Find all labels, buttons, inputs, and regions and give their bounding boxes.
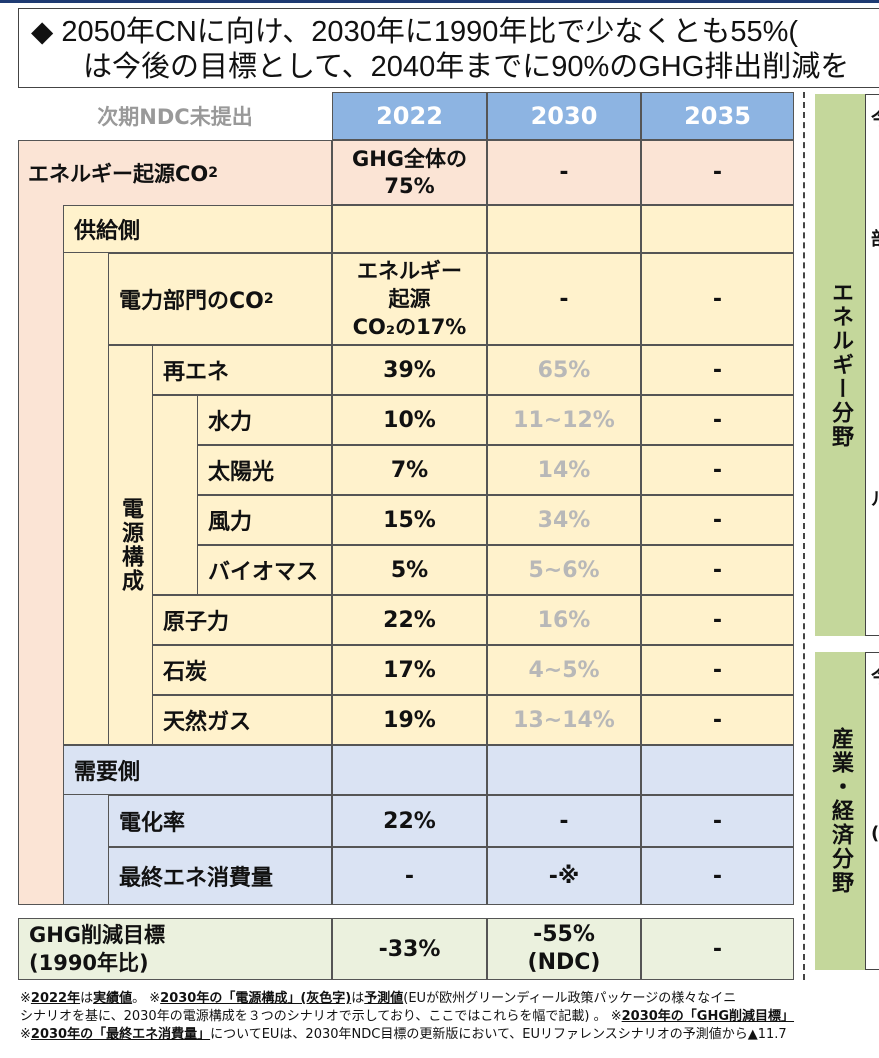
value-electrification-2035: - xyxy=(641,795,794,847)
energy-sector-label: エネルギー分野 xyxy=(815,94,865,636)
row-label-ghg-target: GHG削減目標 (1990年比) xyxy=(18,918,332,980)
value-solar-2022: 7% xyxy=(332,445,487,495)
power-mix-label: 電源構成 xyxy=(118,497,143,593)
row-label-power-co2: 電力部門のCO 2 xyxy=(108,253,332,345)
industry-sector-panel: 今 ( xyxy=(865,652,879,970)
value-demand-2035 xyxy=(641,745,794,795)
value-power-co2-2035: - xyxy=(641,253,794,345)
row-label-hydro: 水力 xyxy=(197,395,332,445)
energy-panel-text-2: 部 xyxy=(871,225,879,251)
row-label-solar: 太陽光 xyxy=(197,445,332,495)
value-electrification-2022: 22% xyxy=(332,795,487,847)
value-natural-gas-2035: - xyxy=(641,695,794,745)
value-biomass-2035: - xyxy=(641,545,794,595)
value-energy-co2-2035: - xyxy=(641,140,794,205)
row-label-renewables: 再エネ xyxy=(152,345,332,395)
value-biomass-2030: 5~6% xyxy=(487,545,641,595)
footnote-2: シナリオを基に、2030年の電源構成を３つのシナリオで示しており、ここではこれら… xyxy=(20,1009,795,1024)
value-energy-co2-2030: - xyxy=(487,140,641,205)
dashed-separator xyxy=(803,92,805,980)
value-coal-2035: - xyxy=(641,645,794,695)
value-nuclear-2030: 16% xyxy=(487,595,641,645)
value-coal-2030: 4~5% xyxy=(487,645,641,695)
value-final-energy-2035: - xyxy=(641,847,794,905)
value-final-energy-2022: - xyxy=(332,847,487,905)
footnote-1: ※2022年は実績値。 ※2030年の「電源構成」(灰色字)は予測値(EUが欧州… xyxy=(20,991,737,1006)
value-biomass-2022: 5% xyxy=(332,545,487,595)
value-hydro-2035: - xyxy=(641,395,794,445)
value-wind-2022: 15% xyxy=(332,495,487,545)
energy-panel-text-1: 今 xyxy=(871,105,879,131)
row-label-electrification: 電化率 xyxy=(108,795,332,847)
value-demand-2022 xyxy=(332,745,487,795)
value-wind-2030: 34% xyxy=(487,495,641,545)
value-power-co2-2022: エネルギー 起源 CO₂の17% xyxy=(332,253,487,345)
industry-panel-text-1: 今 xyxy=(871,663,879,689)
value-ghg-target-2022: -33% xyxy=(332,918,487,980)
value-electrification-2030: - xyxy=(487,795,641,847)
energy-panel-text-3: ル xyxy=(871,485,879,511)
top-rule xyxy=(0,0,879,3)
value-natural-gas-2030: 13~14% xyxy=(487,695,641,745)
row-label-biomass: バイオマス xyxy=(197,545,332,595)
value-hydro-2022: 10% xyxy=(332,395,487,445)
value-energy-co2-2022: GHG全体の 75% xyxy=(332,140,487,205)
row-label-supply-side: 供給側 xyxy=(63,205,332,253)
value-supply-2030 xyxy=(487,205,641,253)
industry-panel-text-2: ( xyxy=(871,823,879,844)
value-nuclear-2022: 22% xyxy=(332,595,487,645)
year-header-2035: 2035 xyxy=(641,92,794,140)
year-header-2030: 2030 xyxy=(487,92,641,140)
value-supply-2035 xyxy=(641,205,794,253)
value-hydro-2030: 11~12% xyxy=(487,395,641,445)
energy-sector-panel: 今 部 ル xyxy=(865,94,879,636)
value-wind-2035: - xyxy=(641,495,794,545)
value-final-energy-2030: -※ xyxy=(487,847,641,905)
value-solar-2035: - xyxy=(641,445,794,495)
value-nuclear-2035: - xyxy=(641,595,794,645)
row-label-demand-side: 需要側 xyxy=(63,745,332,795)
row-label-final-energy: 最終エネ消費量 xyxy=(108,847,332,905)
value-coal-2022: 17% xyxy=(332,645,487,695)
row-label-wind: 風力 xyxy=(197,495,332,545)
year-header-2022: 2022 xyxy=(332,92,487,140)
value-natural-gas-2022: 19% xyxy=(332,695,487,745)
value-ghg-target-2030: -55% (NDC) xyxy=(487,918,641,980)
value-renewables-2022: 39% xyxy=(332,345,487,395)
value-power-co2-2030: - xyxy=(487,253,641,345)
value-renewables-2035: - xyxy=(641,345,794,395)
headline-line-1: ◆ 2050年CNに向け、2030年に1990年比で少なくとも55%( xyxy=(31,16,799,48)
value-ghg-target-2035: - xyxy=(641,918,794,980)
row-label-coal: 石炭 xyxy=(152,645,332,695)
row-label-natural-gas: 天然ガス xyxy=(152,695,332,745)
row-label-energy-co2: エネルギー起源CO 2 xyxy=(28,161,219,186)
row-label-nuclear: 原子力 xyxy=(152,595,332,645)
headline-line-2: は今後の目標として、2040年までに90%のGHG排出削減を xyxy=(83,51,850,83)
corner-label: 次期NDC未提出 xyxy=(97,105,253,129)
footnote-3: ※2030年の「最終エネ消費量」についてEUは、2030年NDC目標の更新版にお… xyxy=(20,1027,787,1042)
industry-sector-label: 産業・経済分野 xyxy=(815,652,865,970)
value-renewables-2030: 65% xyxy=(487,345,641,395)
value-solar-2030: 14% xyxy=(487,445,641,495)
headline-box: ◆ 2050年CNに向け、2030年に1990年比で少なくとも55%( は今後の… xyxy=(18,8,879,88)
value-demand-2030 xyxy=(487,745,641,795)
value-supply-2022 xyxy=(332,205,487,253)
